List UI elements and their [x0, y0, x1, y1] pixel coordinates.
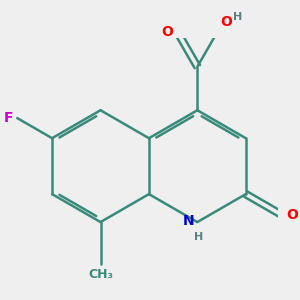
- Text: CH₃: CH₃: [88, 268, 113, 281]
- Text: O: O: [220, 15, 232, 29]
- Text: F: F: [3, 111, 13, 125]
- Text: O: O: [286, 208, 298, 222]
- Text: N: N: [183, 214, 195, 228]
- Text: O: O: [161, 25, 173, 39]
- Text: H: H: [233, 12, 242, 22]
- Text: H: H: [194, 232, 203, 242]
